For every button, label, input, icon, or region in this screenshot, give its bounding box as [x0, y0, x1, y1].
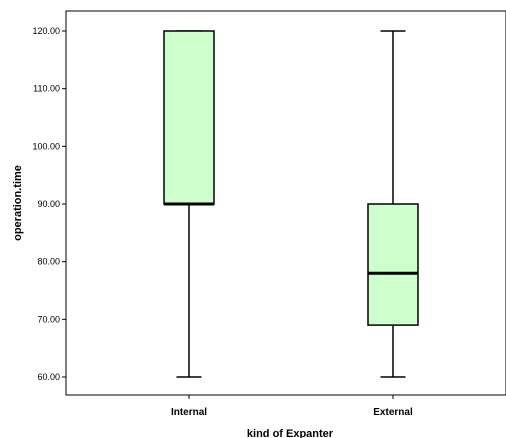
x-tick-label: External [373, 407, 413, 418]
boxes [163, 30, 419, 378]
iqr-box [163, 30, 215, 205]
x-tick-label: Internal [171, 407, 207, 418]
y-tick-label: 100.00 [32, 141, 60, 151]
y-tick-label: 120.00 [32, 26, 60, 36]
box-external [367, 30, 419, 378]
box-internal [163, 30, 215, 378]
y-tick-label: 110.00 [33, 84, 60, 94]
y-axis: 60.00 70.00 80.00 90.00 100.00 110.00 120.00 [32, 26, 66, 382]
y-axis-title: operation.time [12, 165, 24, 241]
x-axis-title: kind of Expanter [247, 428, 334, 438]
y-tick-label: 60.00 [37, 372, 60, 382]
y-tick-label: 80.00 [37, 257, 60, 267]
plot-area-frame [65, 10, 506, 396]
y-tick-label: 70.00 [37, 314, 60, 324]
iqr-box [367, 203, 419, 326]
x-axis: Internal External [171, 395, 413, 418]
y-tick-label: 90.00 [37, 199, 60, 209]
